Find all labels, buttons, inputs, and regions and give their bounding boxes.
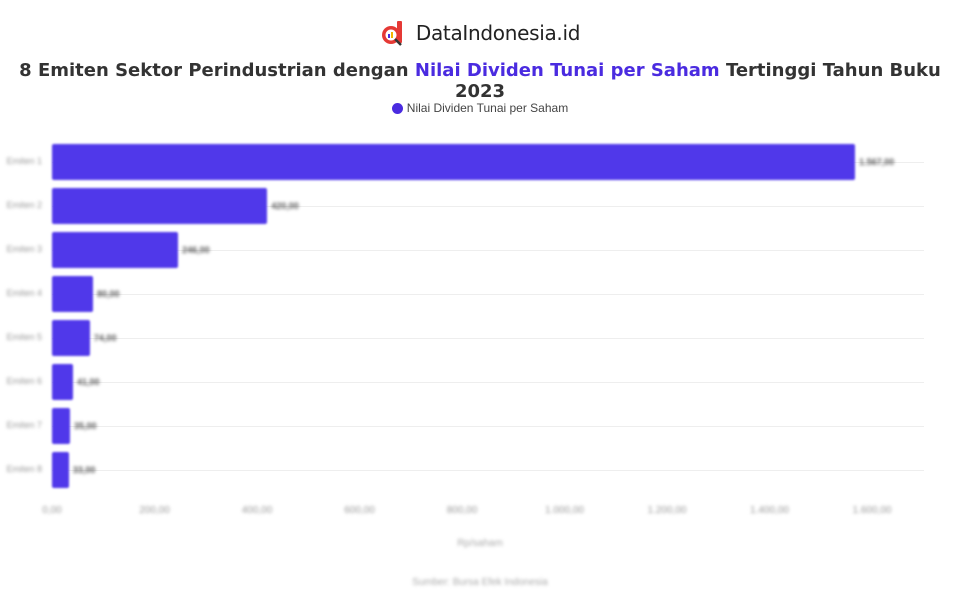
x-tick-label: 1.400,00: [750, 505, 789, 516]
value-label: 80,00: [97, 289, 120, 299]
bar-row: 74,00: [52, 316, 924, 360]
x-axis-title: Rp/saham: [457, 538, 503, 549]
y-tick-label: Emiten 3: [6, 244, 42, 254]
gridline: [52, 338, 924, 339]
bar[interactable]: [52, 364, 73, 400]
bar-row: 41,00: [52, 360, 924, 404]
y-tick-label: Emiten 6: [6, 376, 42, 386]
y-tick-label: Emiten 7: [6, 420, 42, 430]
bar[interactable]: [52, 320, 90, 356]
dataindonesia-logo-icon: [381, 21, 402, 46]
y-tick-label: Emiten 1: [6, 156, 42, 166]
gridline: [52, 250, 924, 251]
value-label: 1.567,00: [859, 157, 895, 167]
value-label: 74,00: [93, 333, 117, 343]
gridline: [52, 382, 924, 383]
brand-name: DataIndonesia.id: [415, 21, 581, 45]
x-tick-label: 1.600,00: [852, 505, 892, 516]
legend-label: Nilai Dividen Tunai per Saham: [406, 101, 569, 115]
chart-title: 8 Emiten Sektor Perindustrian dengan Nil…: [0, 60, 960, 102]
bar-row: 1.567,00: [52, 140, 924, 184]
brand-header: DataIndonesia.id: [0, 20, 960, 46]
y-tick-label: Emiten 8: [6, 464, 42, 474]
x-tick-label: 0,00: [42, 505, 62, 516]
legend-dot-icon: [391, 102, 403, 114]
source-note: Sumber: Bursa Efek Indonesia: [412, 577, 548, 588]
bar[interactable]: [52, 276, 93, 312]
title-suffix: Tertinggi Tahun Buku 2023: [454, 60, 941, 102]
value-label: 35,00: [73, 421, 97, 431]
gridline: [52, 294, 924, 295]
y-tick-label: Emiten 4: [6, 288, 42, 298]
bar[interactable]: [52, 144, 856, 180]
x-tick-label: 800,00: [446, 505, 478, 516]
x-tick-label: 1.000,00: [545, 505, 584, 516]
gridline: [52, 426, 924, 427]
x-tick-label: 400,00: [241, 505, 273, 516]
title-highlight: Nilai Dividen Tunai per Saham: [414, 60, 720, 81]
value-label: 246,00: [182, 245, 210, 255]
bar-row: 246,00: [52, 228, 924, 272]
bar[interactable]: [52, 232, 179, 268]
title-prefix: 8 Emiten Sektor Perindustrian dengan: [19, 60, 415, 81]
gridline: [52, 206, 924, 207]
chart-legend[interactable]: Nilai Dividen Tunai per Saham: [0, 101, 960, 115]
value-label: 41,00: [77, 377, 100, 387]
x-tick-label: 600,00: [344, 505, 375, 516]
x-tick-label: 200,00: [139, 505, 170, 516]
bar-row: 35,00: [52, 404, 924, 448]
bar-row: 80,00: [52, 272, 924, 316]
value-label: 33,00: [72, 465, 96, 475]
y-tick-label: Emiten 5: [6, 332, 42, 342]
bar-row: 420,00: [52, 184, 924, 228]
bar[interactable]: [52, 188, 268, 224]
y-tick-label: Emiten 2: [6, 200, 42, 210]
plot-area: 1.567,00 420,00 246,00 80,00 74,00 41,00 35,00…: [52, 140, 924, 492]
gridline: [52, 470, 924, 471]
x-tick-label: 1.200,00: [647, 505, 687, 516]
bar[interactable]: [52, 452, 69, 488]
bar[interactable]: [52, 408, 70, 444]
bar-row: 33,00: [52, 448, 924, 492]
value-label: 420,00: [271, 201, 299, 211]
